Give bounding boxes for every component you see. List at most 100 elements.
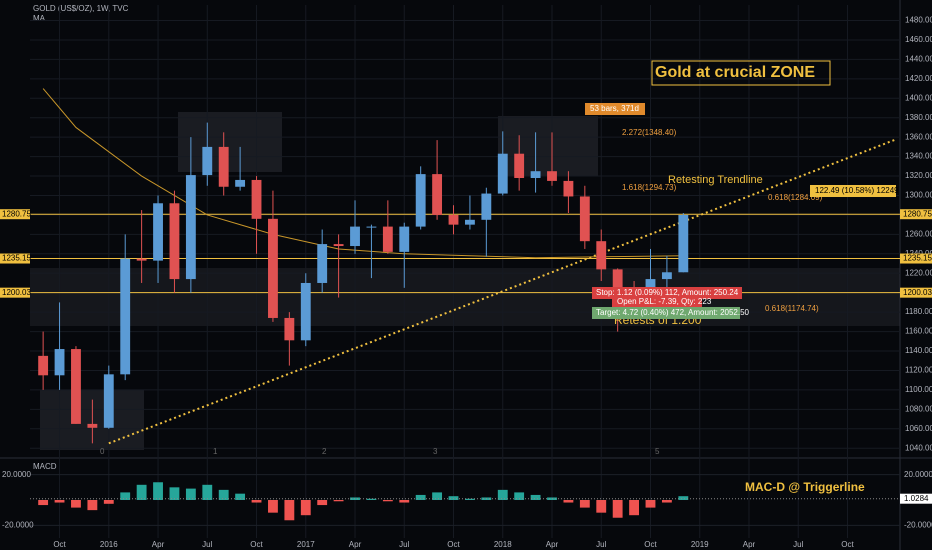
macd-bar xyxy=(530,494,541,500)
macd-bar xyxy=(432,492,443,500)
chart-title: GOLD (US$/OZ), 1W, TVC xyxy=(33,4,129,13)
macd-bar xyxy=(399,500,410,503)
macd-bar xyxy=(661,500,672,503)
x-tick-label: Jul xyxy=(793,540,803,549)
macd-bar xyxy=(300,500,311,516)
macd-tick-label: 20.0000 xyxy=(904,470,932,479)
y-tick-label: 1360.00 xyxy=(905,132,932,141)
zone-box xyxy=(178,112,282,172)
y-tick-label: 1400.00 xyxy=(905,93,932,102)
level-tag xyxy=(900,287,932,298)
macd-bar xyxy=(218,489,229,500)
annotation: Stop: 1.12 (0.09%) 112, Amount: 250.24 xyxy=(596,288,739,297)
annotation: Target: 4.72 (0.40%) 472, Amount: 2052.5… xyxy=(596,308,750,317)
x-tick-label: Oct xyxy=(644,540,657,549)
candle-body xyxy=(284,317,295,341)
candle-body xyxy=(185,175,196,280)
candle-body xyxy=(481,193,492,220)
annotation-box xyxy=(592,307,740,319)
level-tag xyxy=(0,253,30,264)
macd-bar xyxy=(612,500,623,518)
y-tick-label: 1440.00 xyxy=(905,55,932,64)
macd-bar xyxy=(103,500,114,504)
level-label: 1280.75 xyxy=(903,209,932,218)
level-label: 1235.15 xyxy=(2,254,31,263)
y-tick-label: 1060.00 xyxy=(905,424,932,433)
y-tick-label: 1380.00 xyxy=(905,113,932,122)
candle-body xyxy=(300,282,311,341)
macd-bar xyxy=(415,494,426,500)
macd-bar xyxy=(153,482,163,500)
candle-body xyxy=(317,244,328,283)
candle-body xyxy=(235,179,246,187)
candle-body xyxy=(71,349,81,424)
candle-body xyxy=(465,219,475,225)
y-tick-label: 1260.00 xyxy=(905,229,932,238)
macd-bar xyxy=(366,498,377,500)
y-tick-label: 1320.00 xyxy=(905,171,932,180)
candle-body xyxy=(202,146,213,176)
y-tick-label: 1240.00 xyxy=(905,249,932,258)
macd-bar xyxy=(268,500,278,513)
candle-body xyxy=(153,203,163,261)
annotation-box xyxy=(612,296,702,308)
candle-body xyxy=(350,226,360,247)
candle-body xyxy=(103,374,114,428)
y-tick-label: 1040.00 xyxy=(905,443,932,452)
candle-body xyxy=(415,174,426,227)
annotation: Retesting Trendline xyxy=(668,174,763,186)
x-tick-label: Apr xyxy=(349,540,362,549)
macd-tick-label: -20.0000 xyxy=(2,520,34,529)
x-tick-label: Oct xyxy=(250,540,263,549)
macd-bar xyxy=(497,489,508,500)
candle-body xyxy=(563,180,574,197)
candle-body xyxy=(514,153,525,179)
candle-body xyxy=(661,272,672,280)
macd-bar xyxy=(284,500,295,521)
candle-body xyxy=(547,171,557,181)
candle-body xyxy=(382,226,393,252)
level-tag xyxy=(0,209,30,220)
zone-band xyxy=(30,268,900,326)
macd-last-tag xyxy=(900,493,932,504)
annotation-box xyxy=(585,103,645,115)
x-tick-label: 2017 xyxy=(297,540,315,549)
candle-body xyxy=(251,179,262,219)
annotation: 53 bars, 371d xyxy=(590,104,639,113)
candle-body xyxy=(579,196,590,242)
candle-body xyxy=(399,226,410,252)
annotation: 1.618(1294.73) xyxy=(622,183,677,192)
annotation: 122.49 (10.58%) 12249 xyxy=(815,186,899,195)
cycle-label: 3 xyxy=(433,447,438,456)
level-tag xyxy=(900,209,932,220)
macd-annotation: MAC-D @ Triggerline xyxy=(745,480,865,494)
x-tick-label: Jul xyxy=(596,540,606,549)
y-tick-label: 1420.00 xyxy=(905,74,932,83)
level-label: 1200.03 xyxy=(903,288,932,297)
y-tick-label: 1120.00 xyxy=(905,366,932,375)
y-tick-label: 1140.00 xyxy=(905,346,932,355)
y-tick-label: 1460.00 xyxy=(905,35,932,44)
y-tick-label: 1220.00 xyxy=(905,268,932,277)
x-tick-label: Jul xyxy=(399,540,409,549)
candle-body xyxy=(268,218,278,318)
macd-bar xyxy=(185,488,196,500)
annotation: 0.618(1174.74) xyxy=(765,304,819,313)
candle-body xyxy=(38,355,49,376)
x-tick-label: Oct xyxy=(53,540,66,549)
level-tag xyxy=(900,253,932,264)
macd-bar xyxy=(54,500,65,503)
macd-bar xyxy=(514,492,525,500)
candle-body xyxy=(333,244,344,247)
x-tick-label: 2019 xyxy=(691,540,709,549)
cycle-label: 5 xyxy=(655,447,660,456)
trendline xyxy=(108,138,898,445)
candle-body xyxy=(218,146,229,187)
macd-bar xyxy=(678,496,689,500)
candle-body xyxy=(120,258,131,375)
y-tick-label: 1080.00 xyxy=(905,404,932,413)
level-label: 1280.75 xyxy=(2,209,31,218)
candle-body xyxy=(612,269,623,293)
candle-body xyxy=(596,241,607,270)
